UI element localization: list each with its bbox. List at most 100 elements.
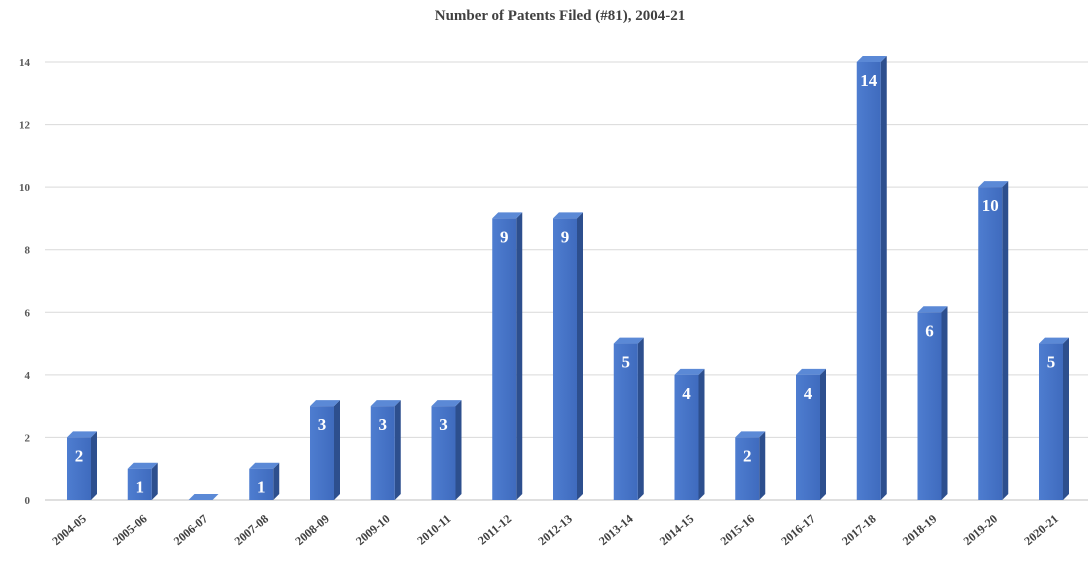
bar-side xyxy=(91,431,97,500)
bar xyxy=(735,431,766,500)
data-label: 6 xyxy=(925,321,934,340)
x-tick-label: 2009-10 xyxy=(353,512,393,548)
bar xyxy=(1039,337,1069,500)
bar xyxy=(492,212,523,500)
bar-front xyxy=(978,187,1003,500)
x-tick-label: 2012-13 xyxy=(535,512,575,548)
data-label: 2 xyxy=(743,446,752,465)
bar-side xyxy=(1002,181,1009,500)
bar xyxy=(856,56,887,500)
bar-top xyxy=(796,368,826,375)
x-tick-label: 2014-15 xyxy=(657,512,697,548)
y-axis-ticks: 0 2 4 6 8 10 12 14 xyxy=(19,57,31,507)
bar xyxy=(310,400,340,500)
data-labels: 2 1 1 3 3 3 9 9 5 4 2 4 14 6 10 5 xyxy=(75,71,1056,497)
bar xyxy=(553,212,583,500)
bar-side xyxy=(455,400,462,500)
bar-front xyxy=(553,218,577,500)
bar-top xyxy=(310,400,340,407)
data-label: 9 xyxy=(500,227,509,246)
bar-front xyxy=(370,406,395,500)
bar-front xyxy=(1039,343,1063,500)
bar-side xyxy=(334,400,340,500)
x-tick-label: 2008-09 xyxy=(292,512,332,548)
data-label: 3 xyxy=(439,415,448,434)
data-label: 10 xyxy=(982,196,999,215)
y-tick-label: 6 xyxy=(25,307,31,319)
data-label: 4 xyxy=(804,384,813,403)
x-tick-label: 2011-12 xyxy=(475,512,514,548)
bars xyxy=(67,56,1069,500)
y-tick-label: 12 xyxy=(19,120,31,132)
bar-top xyxy=(856,56,887,62)
bar-side xyxy=(637,337,644,500)
y-tick-label: 14 xyxy=(19,57,31,69)
bar-top xyxy=(67,431,97,438)
bar-front xyxy=(249,468,274,500)
bar-front xyxy=(735,437,760,500)
bar-front xyxy=(431,406,456,500)
data-label: 4 xyxy=(682,384,691,403)
bar-side xyxy=(880,56,887,500)
bar xyxy=(674,368,705,500)
data-label: 5 xyxy=(622,353,631,372)
x-tick-label: 2017-18 xyxy=(839,512,879,548)
bar-side xyxy=(516,212,523,500)
bar-top xyxy=(370,400,401,407)
bar-front xyxy=(492,218,517,500)
bar xyxy=(431,400,462,500)
y-tick-label: 4 xyxy=(25,370,31,382)
x-axis-ticks: 2004-05 2005-06 2006-07 2007-08 2008-09 2009-… xyxy=(49,512,1061,548)
y-tick-label: 10 xyxy=(19,182,31,194)
bar-top xyxy=(188,494,219,500)
x-tick-label: 2005-06 xyxy=(110,512,150,548)
bar-front xyxy=(796,374,820,500)
data-label: 1 xyxy=(257,478,266,497)
bar-side xyxy=(151,462,158,500)
chart-title: Number of Patents Filed (#81), 2004-21 xyxy=(434,8,686,24)
bar-top xyxy=(553,212,583,219)
bar xyxy=(613,337,644,500)
x-tick-label: 2015-16 xyxy=(718,512,758,548)
bar-top xyxy=(978,181,1009,188)
bar xyxy=(978,181,1009,500)
bar-side xyxy=(394,400,401,500)
data-label: 5 xyxy=(1047,353,1056,372)
data-label: 9 xyxy=(561,227,570,246)
bar-side xyxy=(577,212,583,500)
bar-side xyxy=(273,462,280,500)
x-tick-label: 2006-07 xyxy=(171,512,211,548)
data-label: 2 xyxy=(75,446,84,465)
bar-top xyxy=(1039,337,1069,344)
bar xyxy=(917,306,948,500)
bar-top xyxy=(917,306,948,313)
x-tick-label: 2018-19 xyxy=(900,512,940,548)
bar-top xyxy=(613,337,644,344)
bar-side xyxy=(820,368,826,500)
x-tick-label: 2019-20 xyxy=(961,512,1001,548)
bar xyxy=(249,462,280,500)
bar-top xyxy=(492,212,523,219)
bar-top xyxy=(249,462,280,469)
y-tick-label: 8 xyxy=(25,245,31,257)
x-tick-label: 2007-08 xyxy=(232,512,272,548)
bar xyxy=(370,400,401,500)
data-label: 14 xyxy=(860,71,878,90)
bar-front xyxy=(67,437,91,500)
data-label: 3 xyxy=(318,415,327,434)
data-label: 1 xyxy=(136,478,145,497)
bar-top xyxy=(431,400,462,407)
x-tick-label: 2016-17 xyxy=(778,512,818,548)
bar-front xyxy=(856,62,881,500)
bar xyxy=(188,494,219,500)
bar xyxy=(127,462,158,500)
data-label: 3 xyxy=(379,415,388,434)
bar-front xyxy=(310,406,334,500)
bar-front xyxy=(917,312,942,500)
bar xyxy=(67,431,97,500)
bar-side xyxy=(698,368,705,500)
x-tick-label: 2020-21 xyxy=(1021,512,1061,548)
bar-front xyxy=(674,374,699,500)
bar-top xyxy=(735,431,766,438)
